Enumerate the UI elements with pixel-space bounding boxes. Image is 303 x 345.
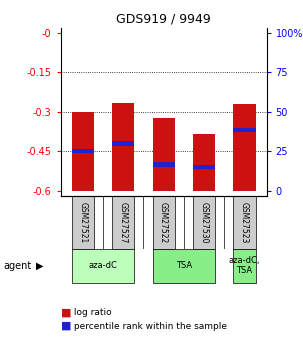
Bar bbox=[72, 249, 134, 283]
Bar bbox=[233, 196, 255, 249]
Bar bbox=[152, 162, 175, 167]
Text: log ratio: log ratio bbox=[71, 308, 112, 317]
Bar bbox=[233, 104, 255, 191]
Text: GSM27521: GSM27521 bbox=[78, 202, 87, 243]
Text: GSM27530: GSM27530 bbox=[199, 201, 208, 243]
Text: aza-dC: aza-dC bbox=[88, 261, 118, 270]
Bar bbox=[193, 165, 215, 169]
Bar bbox=[233, 249, 255, 283]
Text: ■: ■ bbox=[61, 307, 71, 317]
Text: ■: ■ bbox=[61, 321, 71, 331]
Text: TSA: TSA bbox=[176, 261, 192, 270]
Text: GSM27522: GSM27522 bbox=[159, 202, 168, 243]
Text: GSM27523: GSM27523 bbox=[240, 202, 249, 243]
Bar bbox=[72, 149, 94, 154]
Text: percentile rank within the sample: percentile rank within the sample bbox=[71, 322, 227, 331]
Bar bbox=[152, 249, 215, 283]
Bar bbox=[112, 102, 134, 191]
Bar bbox=[112, 141, 134, 146]
Bar bbox=[152, 118, 175, 191]
Bar bbox=[72, 196, 94, 249]
Text: GSM27527: GSM27527 bbox=[119, 202, 128, 243]
Text: ▶: ▶ bbox=[36, 261, 43, 271]
Bar bbox=[152, 196, 175, 249]
Bar bbox=[72, 112, 94, 191]
Bar bbox=[233, 128, 255, 132]
Title: GDS919 / 9949: GDS919 / 9949 bbox=[116, 12, 211, 25]
Bar bbox=[193, 134, 215, 191]
Text: agent: agent bbox=[3, 261, 31, 271]
Bar bbox=[112, 196, 134, 249]
Text: aza-dC,
TSA: aza-dC, TSA bbox=[229, 256, 260, 276]
Bar bbox=[193, 196, 215, 249]
